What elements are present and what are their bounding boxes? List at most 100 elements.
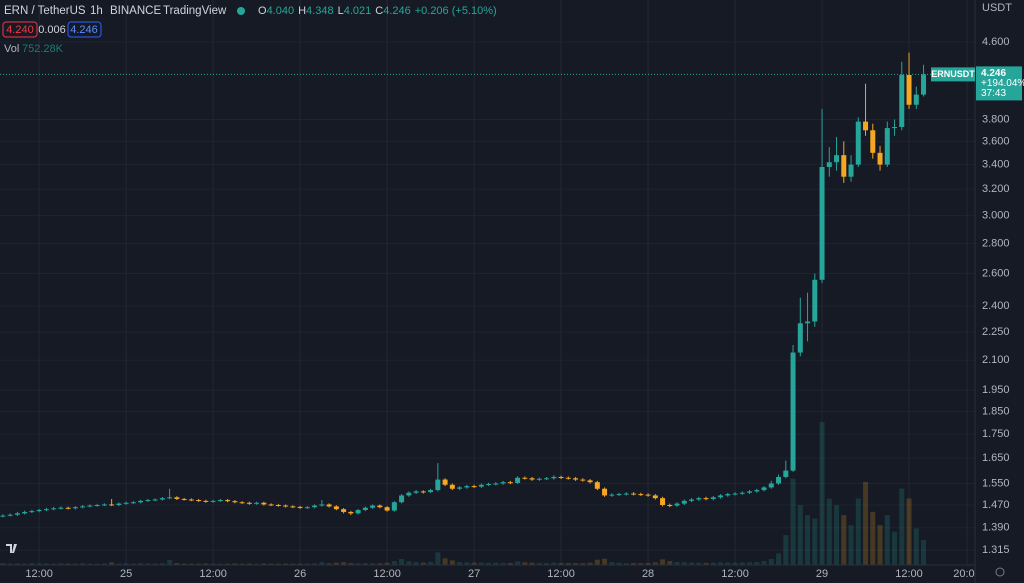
volume-bar xyxy=(797,505,803,565)
volume-bar xyxy=(109,562,115,565)
candle-body xyxy=(551,476,557,479)
ohlc-value: 4.040 xyxy=(267,5,295,17)
volume-bar xyxy=(710,562,716,565)
status-dot xyxy=(237,7,245,15)
candle-body xyxy=(181,498,187,500)
volume-bar xyxy=(435,552,441,565)
tv-logo[interactable] xyxy=(6,544,17,553)
candle-body xyxy=(884,128,890,165)
x-tick-label: 12:00 xyxy=(199,568,227,580)
candle-body xyxy=(413,491,419,493)
candle-body xyxy=(65,507,71,509)
volume-bar xyxy=(580,563,586,565)
volume-bar xyxy=(442,558,448,565)
volume-bar xyxy=(529,562,535,565)
candle-body xyxy=(457,487,463,489)
volume-bar xyxy=(594,559,600,565)
candle-body xyxy=(870,130,876,153)
interval: 1h xyxy=(90,5,103,17)
x-tick: 26 xyxy=(294,568,306,580)
volume-bar xyxy=(217,563,223,565)
y-tick-label: 2.800 xyxy=(982,237,1010,249)
volume-bar xyxy=(130,563,136,565)
candle-body xyxy=(449,484,455,489)
volume-bar xyxy=(558,562,564,565)
candle-body xyxy=(739,492,745,494)
candle-body xyxy=(877,152,883,165)
volume-bar xyxy=(703,562,709,565)
candle-body xyxy=(631,493,637,495)
candle-body xyxy=(522,477,528,479)
candle-body xyxy=(674,503,680,506)
volume-bar xyxy=(739,562,745,565)
x-tick: 12:00 xyxy=(895,568,923,580)
y-tick-label: 1.750 xyxy=(982,428,1010,440)
candle-body xyxy=(283,505,289,507)
volume-bar xyxy=(616,562,622,565)
volume-bar xyxy=(609,562,615,565)
candle-body xyxy=(304,507,310,509)
candle-body xyxy=(254,502,260,504)
candle-body xyxy=(921,74,927,95)
ask-box[interactable] xyxy=(67,21,102,38)
x-tick-label: 25 xyxy=(120,568,132,580)
volume-bar xyxy=(65,563,71,565)
candle-body xyxy=(645,494,651,496)
exchange: BINANCE xyxy=(110,5,161,17)
candle-body xyxy=(558,476,564,478)
candle-body xyxy=(776,476,782,484)
candle-body xyxy=(435,479,441,491)
y-tick-label: 1.850 xyxy=(982,406,1010,418)
volume-bar xyxy=(203,563,209,565)
candle-body xyxy=(246,502,252,504)
volume-bar xyxy=(761,561,767,565)
volume-bar xyxy=(689,562,695,565)
y-tick-label: 3.200 xyxy=(982,183,1010,195)
x-tick: 12:00 xyxy=(373,568,401,580)
candle-body xyxy=(529,478,535,480)
candle-body xyxy=(116,503,122,505)
y-tick-label: 2.400 xyxy=(982,300,1010,312)
x-tick: 28 xyxy=(642,568,654,580)
settings-icon[interactable] xyxy=(995,567,1005,577)
candle-body xyxy=(667,504,673,506)
candle-body xyxy=(225,500,231,502)
volume-bar xyxy=(384,562,390,565)
candle-body xyxy=(268,504,274,506)
volume-bar xyxy=(536,562,542,565)
x-tick-label: 12:00 xyxy=(721,568,749,580)
y-tick-label: 1.470 xyxy=(982,499,1010,511)
volume-bar xyxy=(362,563,368,565)
bid: 4.240 xyxy=(6,24,34,36)
x-tick-label: 12:00 xyxy=(373,568,401,580)
candle-body xyxy=(196,500,202,502)
bid-box[interactable] xyxy=(2,21,38,38)
x-tick-label: 12:00 xyxy=(547,568,575,580)
candle-body xyxy=(573,478,579,480)
x-tick: 12:00 xyxy=(25,568,53,580)
volume-bar xyxy=(261,563,267,565)
candle-body xyxy=(377,505,383,508)
ohlc-key: H xyxy=(298,5,306,17)
candle-body xyxy=(848,164,854,177)
candle-body xyxy=(471,486,477,488)
candle-body xyxy=(819,166,825,280)
x-tick: 12:00 xyxy=(721,568,749,580)
volume-bar xyxy=(188,563,194,565)
volume-bar xyxy=(101,563,107,565)
price-tag xyxy=(976,66,1022,101)
candle-body xyxy=(580,479,586,481)
volume-bar xyxy=(304,563,310,565)
ticker-tag xyxy=(931,67,975,82)
y-tick-label: 1.550 xyxy=(982,477,1010,489)
candle-body xyxy=(36,509,42,512)
volume-bar xyxy=(855,498,861,565)
candle-body xyxy=(689,499,695,501)
candle-body xyxy=(290,506,296,508)
candle-body xyxy=(805,321,811,324)
candle-body xyxy=(420,491,426,493)
volume-bar xyxy=(478,562,484,565)
candle-body xyxy=(261,502,267,505)
volume-bar xyxy=(906,498,912,565)
volume-bar xyxy=(587,562,593,565)
